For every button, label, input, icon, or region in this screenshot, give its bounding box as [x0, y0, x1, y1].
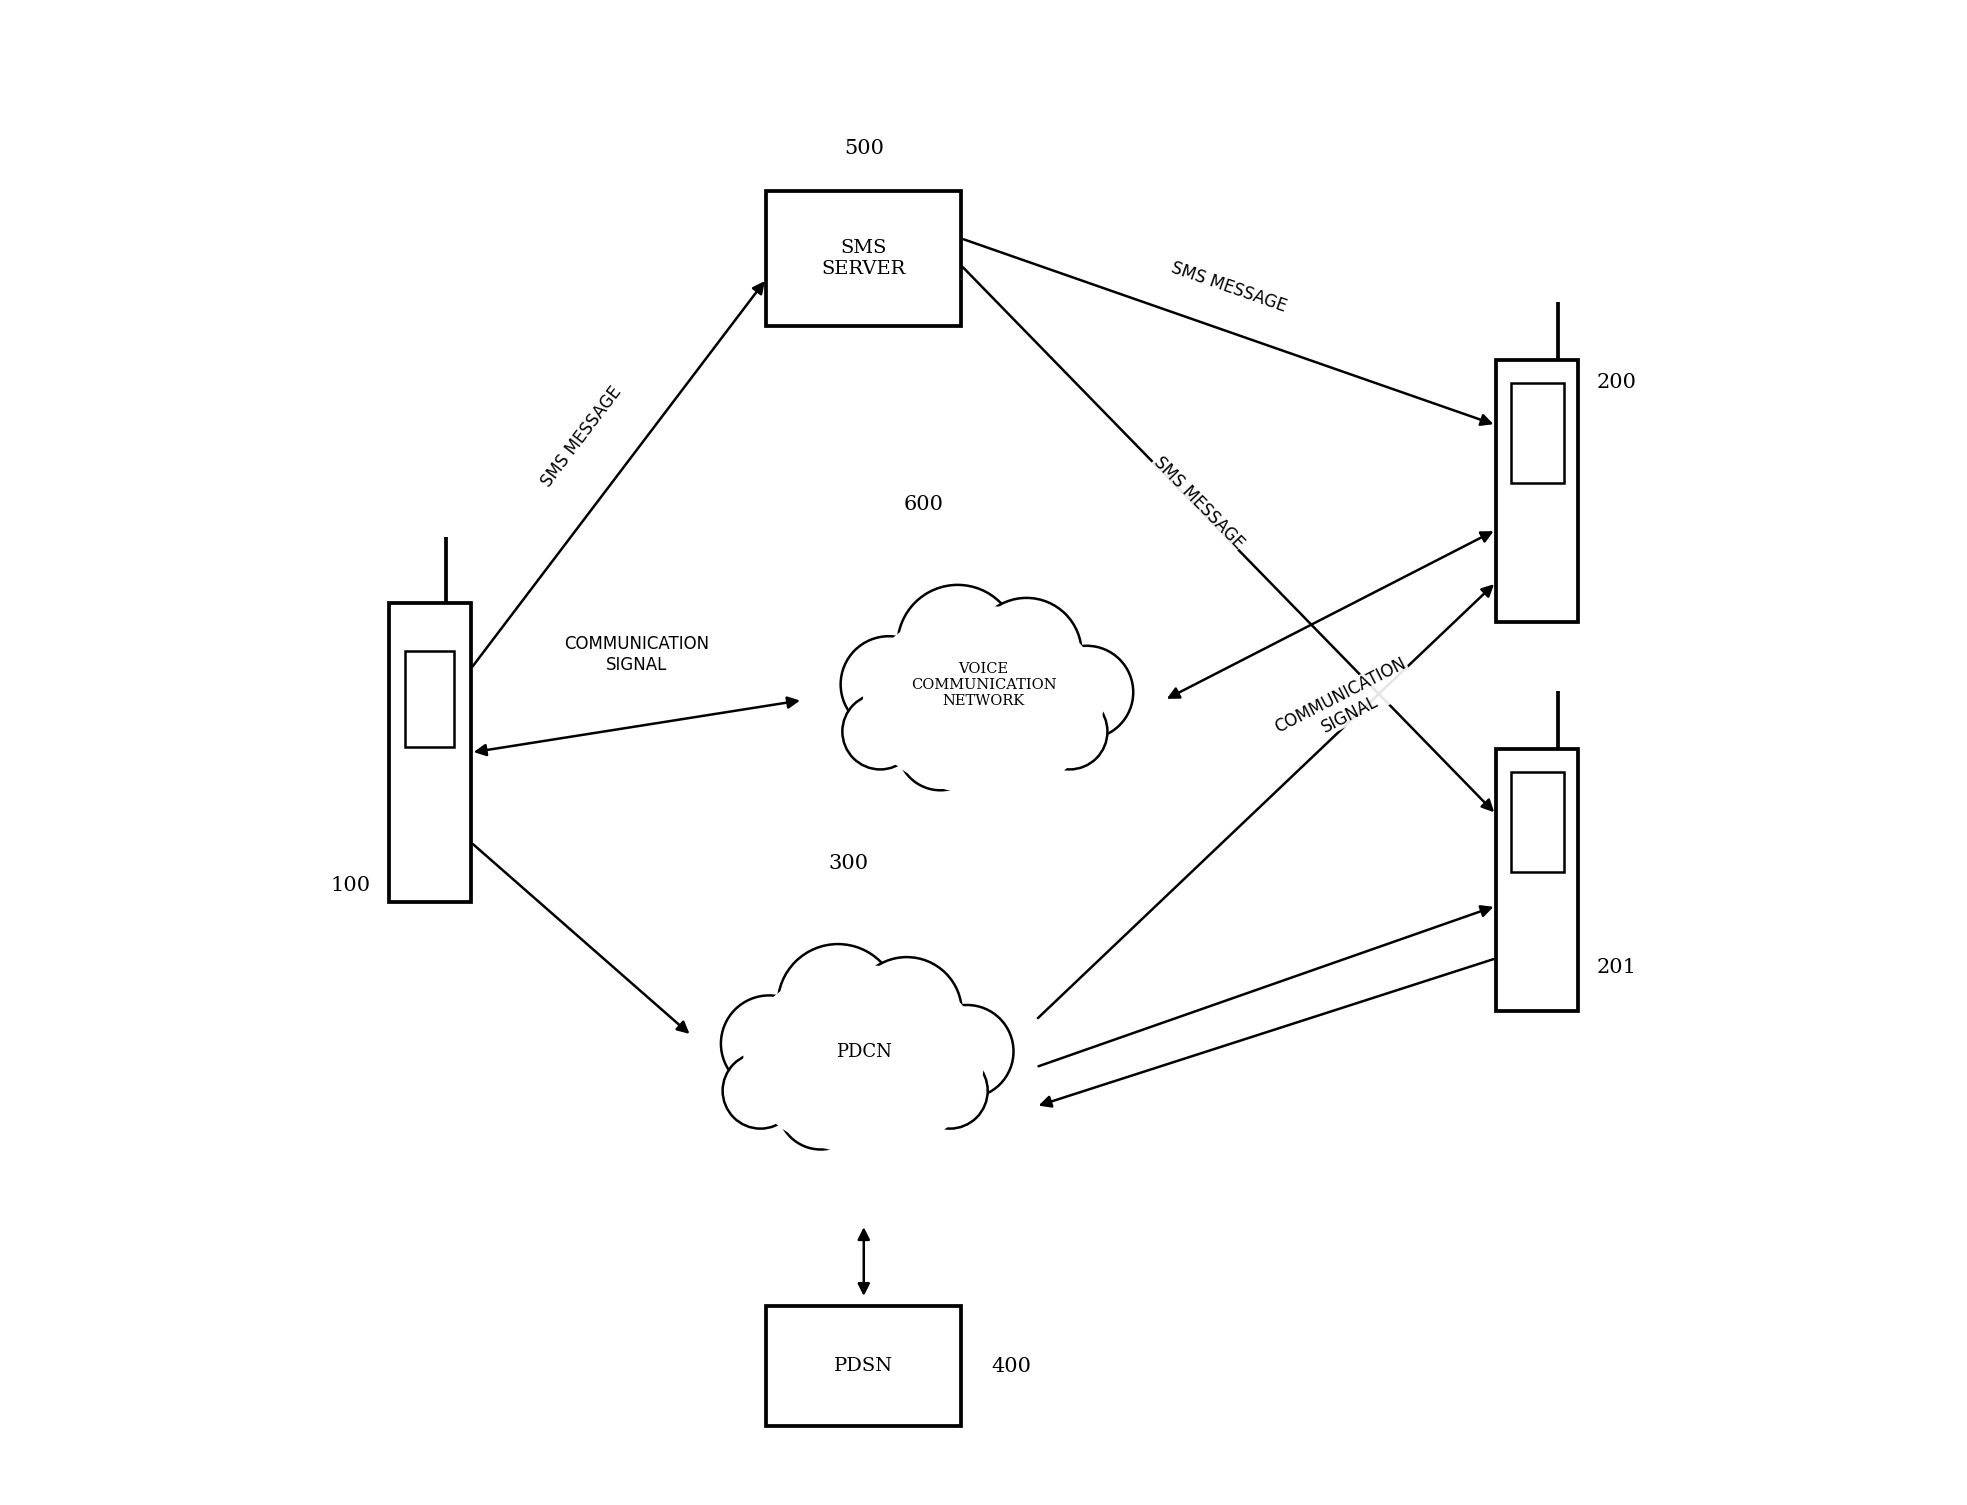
Ellipse shape	[744, 965, 984, 1154]
Circle shape	[842, 694, 919, 769]
Text: 201: 201	[1597, 959, 1637, 977]
Circle shape	[777, 1064, 864, 1150]
FancyBboxPatch shape	[1497, 360, 1578, 622]
Text: PDCN: PDCN	[836, 1043, 891, 1061]
Text: SMS MESSAGE: SMS MESSAGE	[537, 382, 626, 491]
FancyBboxPatch shape	[1497, 749, 1578, 1011]
Ellipse shape	[864, 607, 1103, 795]
Circle shape	[897, 585, 1019, 706]
Text: COMMUNICATION
SIGNAL: COMMUNICATION SIGNAL	[1273, 655, 1418, 756]
FancyBboxPatch shape	[767, 1306, 962, 1427]
FancyBboxPatch shape	[405, 650, 454, 746]
Text: PDSN: PDSN	[834, 1358, 893, 1376]
Circle shape	[1041, 646, 1133, 739]
Text: 200: 200	[1597, 373, 1637, 391]
Circle shape	[722, 1054, 799, 1129]
Circle shape	[777, 944, 899, 1064]
Circle shape	[897, 704, 984, 790]
Text: VOICE
COMMUNICATION
NETWORK: VOICE COMMUNICATION NETWORK	[911, 662, 1056, 709]
Text: 100: 100	[330, 876, 370, 894]
Text: SMS MESSAGE: SMS MESSAGE	[1168, 259, 1288, 315]
FancyBboxPatch shape	[1511, 384, 1564, 483]
Circle shape	[972, 597, 1082, 707]
Circle shape	[1033, 694, 1107, 769]
Text: SMS
SERVER: SMS SERVER	[822, 239, 907, 278]
Circle shape	[958, 704, 1044, 790]
Circle shape	[852, 957, 962, 1067]
Text: COMMUNICATION
SIGNAL: COMMUNICATION SIGNAL	[565, 635, 710, 674]
Text: 300: 300	[828, 855, 869, 873]
Text: 500: 500	[844, 140, 883, 158]
Text: 600: 600	[903, 495, 944, 515]
FancyBboxPatch shape	[389, 604, 470, 901]
Circle shape	[913, 1054, 987, 1129]
Text: SMS MESSAGE: SMS MESSAGE	[1151, 453, 1247, 552]
Text: 400: 400	[991, 1356, 1031, 1376]
Circle shape	[921, 1005, 1013, 1099]
FancyBboxPatch shape	[767, 191, 962, 327]
Circle shape	[838, 1064, 924, 1150]
Circle shape	[722, 995, 818, 1091]
Circle shape	[840, 637, 936, 733]
FancyBboxPatch shape	[1511, 772, 1564, 871]
